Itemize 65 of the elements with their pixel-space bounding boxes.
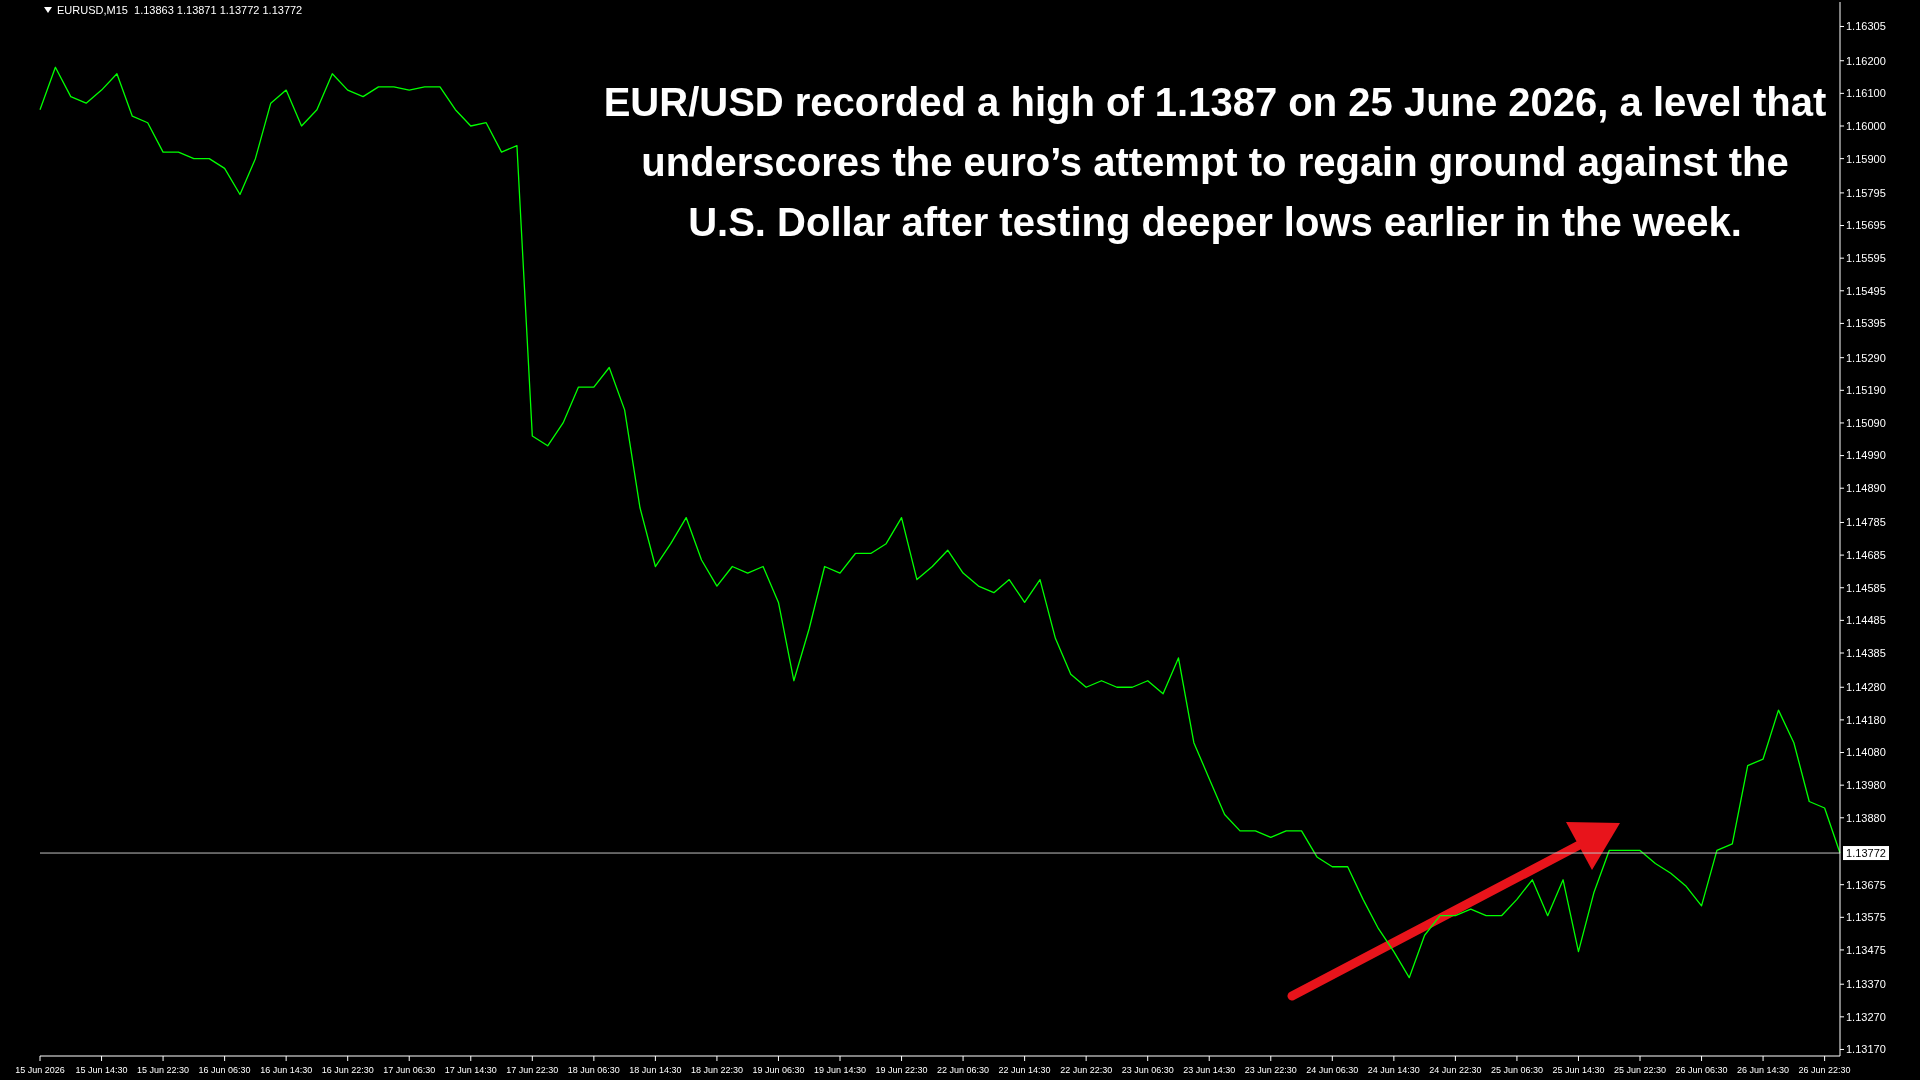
x-tick-label: 23 Jun 06:30 (1121, 1065, 1174, 1075)
y-tick-label: 1.14685 (1846, 549, 1886, 562)
y-tick-label: 1.13980 (1846, 779, 1886, 792)
x-tick-label: 25 Jun 06:30 (1490, 1065, 1543, 1075)
x-tick-label: 22 Jun 14:30 (998, 1065, 1051, 1075)
y-tick-label: 1.14180 (1846, 713, 1886, 726)
x-tick-label: 18 Jun 14:30 (629, 1065, 682, 1075)
y-tick-label: 1.14990 (1846, 449, 1886, 462)
x-tick-label: 26 Jun 14:30 (1737, 1065, 1790, 1075)
y-tick-label: 1.15695 (1846, 219, 1886, 232)
x-tick-label: 17 Jun 06:30 (383, 1065, 436, 1075)
y-tick-label: 1.16200 (1846, 54, 1886, 67)
x-tick-label: 23 Jun 14:30 (1183, 1065, 1236, 1075)
x-tick-label: 26 Jun 22:30 (1798, 1065, 1851, 1075)
x-tick-label: 24 Jun 22:30 (1429, 1065, 1482, 1075)
x-tick-label: 19 Jun 22:30 (875, 1065, 928, 1075)
y-tick-label: 1.13370 (1846, 978, 1886, 991)
y-tick-label: 1.14585 (1846, 581, 1886, 594)
line-series (39, 66, 1841, 979)
y-tick-label: 1.13475 (1846, 943, 1886, 956)
x-tick-label: 26 Jun 06:30 (1675, 1065, 1728, 1075)
ref-line-label: 1.13772 (1846, 847, 1886, 860)
y-tick-label: 1.13575 (1846, 911, 1886, 924)
x-tick-label: 17 Jun 14:30 (444, 1065, 497, 1075)
y-tick-label: 1.14280 (1846, 681, 1886, 694)
chart-title: EURUSD,M15 1.13863 1.13871 1.13772 1.13772 (57, 4, 303, 16)
y-tick-label: 1.13170 (1846, 1043, 1886, 1056)
y-tick-label: 1.15795 (1846, 186, 1886, 199)
x-tick-label: 18 Jun 22:30 (690, 1065, 743, 1075)
y-tick-label: 1.15395 (1846, 317, 1886, 330)
x-tick-label: 16 Jun 14:30 (260, 1065, 313, 1075)
annotation: EUR/USD recorded a high of 1.1387 on 25 June 2026, a level that underscores the euro’s attempt to regain ground against the U.S. Dollar after testing deeper lows earlier in the week. (602, 79, 1828, 246)
y-tick-label: 1.15190 (1846, 384, 1886, 397)
y-tick-label: 1.14785 (1846, 516, 1886, 529)
x-tick-label: 19 Jun 06:30 (752, 1065, 805, 1075)
x-tick-label: 23 Jun 22:30 (1244, 1065, 1297, 1075)
y-tick-label: 1.15090 (1846, 416, 1886, 429)
y-tick-label: 1.15290 (1846, 351, 1886, 364)
x-tick-label: 25 Jun 22:30 (1613, 1065, 1667, 1075)
y-tick-label: 1.14890 (1846, 482, 1886, 495)
y-tick-label: 1.14485 (1846, 614, 1886, 627)
y-tick-label: 1.13270 (1846, 1010, 1886, 1023)
y-tick-label: 1.15900 (1846, 152, 1886, 165)
x-tick-label: 16 Jun 06:30 (198, 1065, 251, 1075)
x-tick-label: 15 Jun 14:30 (75, 1065, 128, 1075)
x-tick-label: 22 Jun 06:30 (937, 1065, 990, 1075)
x-tick-label: 15 Jun 22:30 (137, 1065, 190, 1075)
y-tick-label: 1.15595 (1846, 252, 1886, 265)
x-tick-label: 18 Jun 06:30 (567, 1065, 620, 1075)
y-tick-label: 1.13880 (1846, 811, 1886, 824)
x-tick-label: 22 Jun 22:30 (1060, 1065, 1113, 1075)
y-tick-label: 1.13675 (1846, 878, 1886, 891)
y-tick-label: 1.14385 (1846, 646, 1886, 659)
x-tick-label: 16 Jun 22:30 (321, 1065, 374, 1075)
x-tick-label: 24 Jun 14:30 (1367, 1065, 1420, 1075)
y-tick-label: 1.16100 (1846, 87, 1886, 100)
y-tick-label: 1.15495 (1846, 284, 1886, 297)
x-tick-label: 19 Jun 14:30 (813, 1065, 867, 1075)
x-tick-label: 17 Jun 22:30 (506, 1065, 559, 1075)
x-tick-label: 24 Jun 06:30 (1306, 1065, 1359, 1075)
x-tick-label: 15 Jun 2026 (15, 1065, 65, 1075)
y-tick-label: 1.14080 (1846, 746, 1886, 759)
y-tick-label: 1.16000 (1846, 119, 1886, 132)
y-tick-label: 1.16305 (1846, 20, 1886, 33)
x-tick-label: 25 Jun 14:30 (1552, 1065, 1605, 1075)
